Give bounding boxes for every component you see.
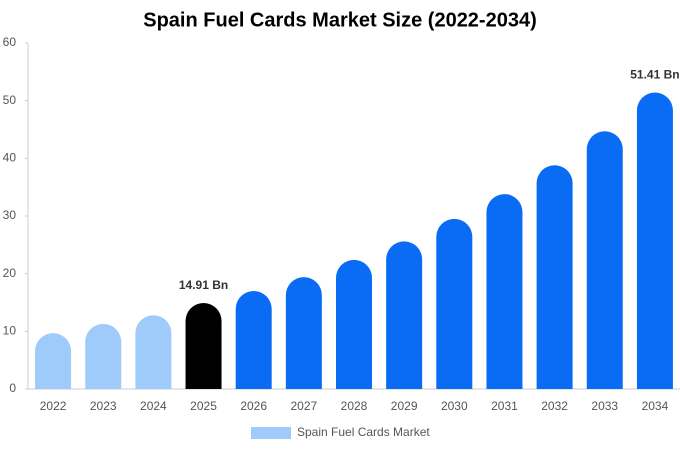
x-tick-label: 2026 [240,399,267,413]
x-tick-label: 2034 [642,399,669,413]
y-tick-label: 50 [3,93,17,107]
x-tick-label: 2028 [341,399,368,413]
y-tick-label: 10 [3,324,17,338]
legend-label: Spain Fuel Cards Market [297,425,430,439]
y-tick-label: 20 [3,266,17,280]
bar [636,92,673,389]
bar [436,218,473,389]
data-label: 14.91 Bn [179,278,228,292]
x-tick-label: 2032 [541,399,568,413]
y-tick-label: 60 [3,35,17,49]
bar [486,194,523,389]
y-tick-label: 0 [9,381,16,395]
bar [35,333,72,389]
bar [586,131,623,390]
x-tick-label: 2031 [491,399,518,413]
y-tick-label: 40 [3,151,17,165]
bar [135,315,172,389]
x-tick-label: 2029 [391,399,418,413]
data-label: 51.41 Bn [630,68,679,82]
bar [185,303,222,389]
chart-title: Spain Fuel Cards Market Size (2022-2034) [143,9,537,31]
bar [85,323,122,389]
x-tick-label: 2033 [591,399,618,413]
bar [285,277,322,389]
bar [336,259,372,389]
x-tick-label: 2025 [190,399,217,413]
y-tick-label: 30 [3,208,17,222]
x-tick-label: 2023 [90,399,117,413]
bar [386,241,423,389]
bar [536,165,573,389]
x-tick-label: 2027 [290,399,317,413]
x-tick-label: 2024 [140,399,167,413]
legend-swatch [251,427,291,439]
x-tick-label: 2022 [40,399,67,413]
bar [235,290,272,389]
x-tick-label: 2030 [441,399,468,413]
